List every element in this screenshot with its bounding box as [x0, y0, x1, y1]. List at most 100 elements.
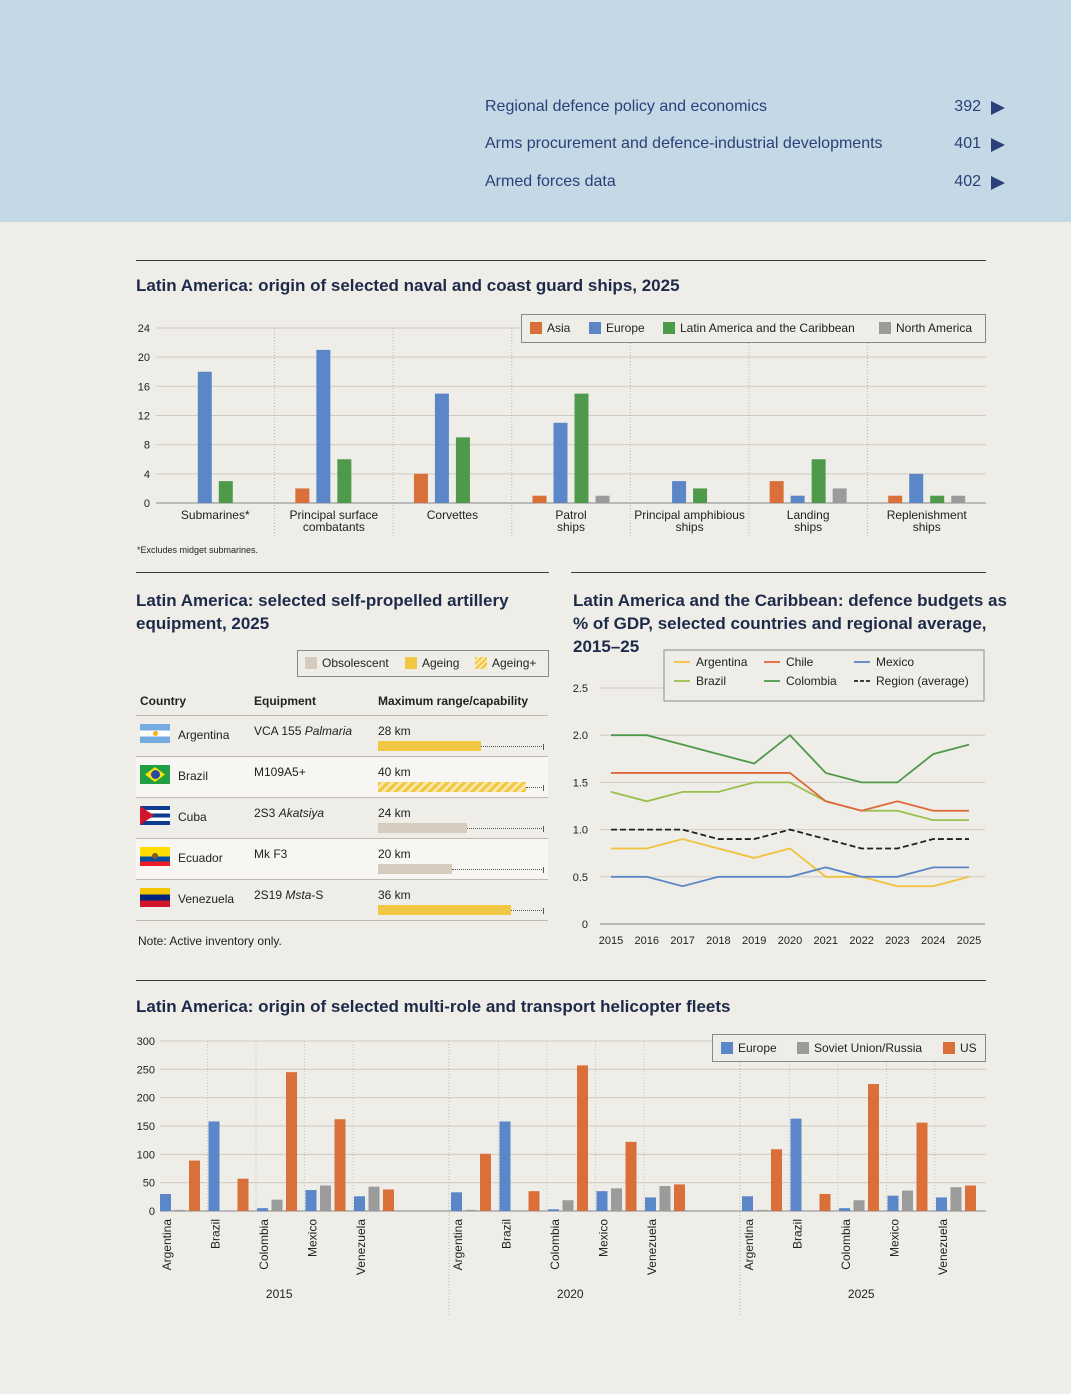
bar-europe [839, 1208, 850, 1211]
line-brazil [610, 781, 969, 822]
bar-north-america [595, 495, 610, 503]
bar-soviet-union-russia [756, 1209, 768, 1211]
y-tick-label: 150 [137, 1121, 155, 1133]
bar-europe [354, 1196, 365, 1211]
section-rule [571, 572, 986, 573]
budget-chart-title: Latin America and the Caribbean: defence… [573, 589, 1007, 658]
x-tick-label: Colombia [839, 1219, 853, 1270]
bar-latin-america-and-the-caribbean [574, 393, 589, 503]
section-rule [136, 260, 986, 261]
bar-soviet-union-russia [271, 1199, 283, 1211]
bar-europe [936, 1197, 947, 1211]
arrow-right-icon [991, 138, 1005, 152]
bar-europe [434, 393, 449, 503]
range-value: 28 km [378, 724, 411, 738]
equipment-cell: M109A5+ [250, 756, 374, 798]
y-tick-label: 12 [138, 411, 150, 423]
budget-title-line: % of GDP, selected countries and regiona… [573, 614, 987, 633]
bar-europe [553, 422, 568, 503]
bar-us [480, 1153, 491, 1211]
y-tick-label: 1.5 [573, 777, 588, 789]
legend-item-soviet-russia: Soviet Union/Russia [797, 1041, 922, 1055]
bar-europe [160, 1194, 171, 1211]
bar-europe [548, 1209, 559, 1211]
toc-page-number: 392 [954, 98, 981, 115]
table-row: Brazil M109A5+ 40 km [136, 756, 548, 798]
naval-footnote: *Excludes midget submarines. [137, 545, 259, 555]
equipment-cell: 2S19 Msta-S [250, 879, 374, 921]
section-rule [136, 980, 986, 981]
bar-europe [790, 1118, 802, 1211]
bar-us [771, 1149, 782, 1211]
legend-label: Brazil [696, 674, 726, 688]
line-chile [611, 772, 969, 812]
y-tick-label: 50 [143, 1178, 155, 1190]
table-row: Argentina VCA 155 Palmaria 28 km [136, 715, 548, 757]
country-name: Ecuador [178, 851, 223, 865]
toc-item-regional-defence[interactable]: Regional defence policy and economics 39… [485, 98, 1005, 122]
bar-soviet-union-russia [611, 1188, 622, 1211]
toc-item-armed-forces-data[interactable]: Armed forces data 402 [485, 173, 1005, 197]
toc-item-arms-procurement[interactable]: Arms procurement and defence-industrial … [485, 135, 1005, 159]
range-value: 24 km [378, 806, 411, 820]
naval-legend: Asia Europe Latin America and the Caribb… [521, 314, 986, 343]
y-tick-label: 0 [582, 919, 588, 931]
legend-swatch [475, 657, 487, 669]
bar-europe [197, 371, 212, 503]
budget-title-line: 2015–25 [573, 637, 640, 656]
y-tick-label: 200 [137, 1093, 155, 1105]
legend-item-north-america: North America [879, 321, 972, 335]
country-cell: Brazil [136, 756, 250, 798]
legend-label: Asia [547, 321, 571, 335]
bar-soviet-union-russia [174, 1209, 186, 1211]
legend-item-latin-america: Latin America and the Caribbean [663, 321, 855, 335]
legend-label: Europe [606, 321, 645, 335]
legend-label: Ageing [422, 656, 460, 670]
bar-europe [790, 495, 805, 503]
legend-swatch [879, 322, 891, 334]
bar-us [819, 1194, 831, 1211]
artillery-title-line: Latin America: selected self-propelled a… [136, 591, 509, 610]
legend-swatch [530, 322, 542, 334]
bar-us [334, 1119, 346, 1211]
equipment-name-suffix: -S [311, 888, 324, 902]
range-bar [378, 864, 545, 874]
legend-swatch [405, 657, 417, 669]
artillery-note: Note: Active inventory only. [138, 934, 282, 948]
x-tick-label: combatants [303, 520, 365, 534]
bar-north-america [832, 488, 847, 503]
budget-chart: 0 0.5 1.0 1.5 2.0 2.5 2015 2016 2017 2018 2019 2020… [573, 649, 985, 947]
section-rule [136, 572, 549, 573]
country-cell: Argentina [136, 715, 250, 757]
arrow-right-icon [991, 176, 1005, 190]
legend-label: Obsolescent [322, 656, 389, 670]
x-tick-label: Principal amphibious [634, 508, 745, 522]
line-argentina [611, 838, 970, 888]
bar-soviet-union-russia [659, 1186, 671, 1211]
y-tick-label: 0 [144, 498, 150, 510]
bar-asia [888, 495, 903, 503]
legend-item-obsolescent: Obsolescent [305, 656, 389, 670]
range-remainder-line [525, 785, 545, 791]
range-cell: 28 km [374, 715, 548, 757]
bar-us [286, 1072, 297, 1211]
column-header-equipment: Equipment [250, 686, 374, 716]
bar-us [868, 1084, 879, 1211]
range-fill [378, 823, 467, 833]
table-row: Venezuela 2S19 Msta-S 36 km [136, 879, 548, 921]
legend-swatch [797, 1042, 809, 1054]
legend-label: Soviet Union/Russia [814, 1041, 923, 1055]
x-tick-label: Colombia [257, 1219, 271, 1270]
bar-europe [742, 1196, 753, 1211]
y-tick-label: 300 [137, 1036, 155, 1048]
budget-legend [663, 649, 985, 702]
range-cell: 40 km [374, 756, 548, 798]
equipment-name-italic: Msta [285, 888, 312, 902]
x-tick-label: Patrol [555, 508, 586, 522]
x-tick-label: 2017 [670, 935, 694, 947]
range-cell: 20 km [374, 838, 548, 880]
country-name: Venezuela [178, 892, 235, 906]
y-tick-label: 20 [138, 352, 150, 364]
bar-us [965, 1185, 976, 1211]
country-cell: Cuba [136, 797, 250, 839]
